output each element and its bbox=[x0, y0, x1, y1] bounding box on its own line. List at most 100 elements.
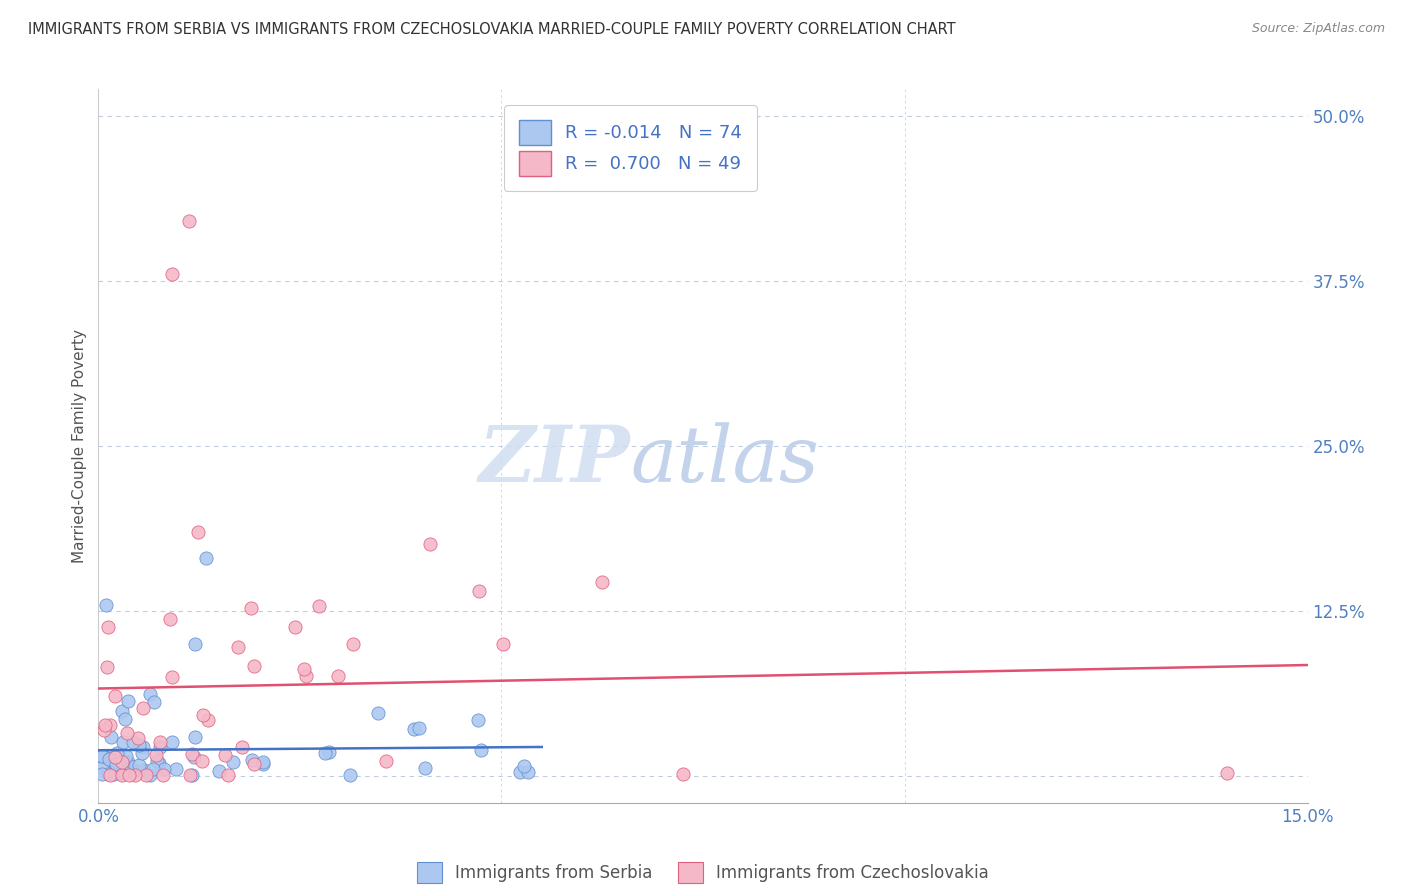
Point bbox=[149, 735, 172, 749]
Text: atlas: atlas bbox=[630, 422, 820, 499]
Point bbox=[509, 765, 531, 780]
Point bbox=[110, 765, 132, 780]
Point bbox=[118, 768, 141, 782]
Point bbox=[128, 739, 150, 753]
Point bbox=[367, 706, 389, 721]
Point bbox=[195, 551, 218, 566]
Point bbox=[110, 764, 132, 779]
Point bbox=[222, 755, 245, 769]
Point bbox=[339, 768, 361, 782]
Point bbox=[160, 267, 183, 281]
Point bbox=[105, 761, 128, 775]
Point bbox=[115, 748, 138, 763]
Point bbox=[108, 765, 131, 780]
Point bbox=[149, 740, 172, 755]
Point bbox=[672, 766, 695, 780]
Point bbox=[111, 704, 134, 718]
Point bbox=[160, 735, 183, 749]
Point bbox=[134, 764, 156, 778]
Y-axis label: Married-Couple Family Poverty: Married-Couple Family Poverty bbox=[72, 329, 87, 563]
Point bbox=[98, 718, 121, 732]
Point bbox=[342, 637, 364, 651]
Point bbox=[124, 764, 146, 779]
Point bbox=[308, 599, 330, 613]
Point bbox=[328, 668, 350, 682]
Point bbox=[111, 754, 134, 768]
Point bbox=[132, 740, 155, 755]
Point bbox=[112, 764, 135, 779]
Point bbox=[117, 694, 139, 708]
Point bbox=[97, 752, 120, 766]
Point bbox=[120, 761, 142, 775]
Point bbox=[135, 768, 157, 782]
Legend: Immigrants from Serbia, Immigrants from Czechoslovakia: Immigrants from Serbia, Immigrants from … bbox=[409, 854, 997, 891]
Point bbox=[231, 739, 253, 754]
Point bbox=[121, 735, 143, 749]
Point bbox=[104, 750, 127, 764]
Point bbox=[103, 767, 125, 781]
Point bbox=[96, 598, 118, 612]
Point bbox=[97, 620, 120, 634]
Point bbox=[470, 742, 492, 756]
Text: ZIP: ZIP bbox=[479, 422, 630, 499]
Point bbox=[91, 749, 114, 764]
Point bbox=[413, 761, 436, 775]
Point bbox=[117, 755, 139, 769]
Point bbox=[132, 701, 155, 715]
Point bbox=[145, 748, 167, 763]
Point bbox=[111, 764, 134, 779]
Point bbox=[318, 745, 340, 759]
Point bbox=[131, 746, 153, 760]
Point bbox=[128, 757, 150, 772]
Point bbox=[153, 762, 176, 776]
Point bbox=[124, 768, 146, 782]
Point bbox=[408, 721, 430, 735]
Point bbox=[375, 754, 398, 768]
Point bbox=[160, 670, 183, 684]
Point bbox=[104, 689, 127, 703]
Point bbox=[181, 747, 204, 761]
Point bbox=[402, 722, 425, 736]
Point bbox=[243, 658, 266, 673]
Point bbox=[217, 768, 239, 782]
Point bbox=[142, 762, 165, 776]
Point bbox=[516, 764, 538, 779]
Point bbox=[93, 749, 115, 764]
Point bbox=[115, 764, 138, 778]
Point bbox=[591, 575, 613, 590]
Point bbox=[292, 662, 315, 676]
Point bbox=[115, 726, 138, 740]
Point bbox=[112, 734, 135, 748]
Point bbox=[97, 767, 120, 781]
Point bbox=[105, 746, 128, 760]
Point bbox=[314, 746, 336, 760]
Point bbox=[180, 768, 202, 782]
Point bbox=[139, 687, 162, 701]
Point bbox=[114, 756, 136, 770]
Point bbox=[284, 620, 307, 634]
Text: IMMIGRANTS FROM SERBIA VS IMMIGRANTS FROM CZECHOSLOVAKIA MARRIED-COUPLE FAMILY P: IMMIGRANTS FROM SERBIA VS IMMIGRANTS FRO… bbox=[28, 22, 956, 37]
Point bbox=[492, 637, 515, 651]
Point bbox=[138, 768, 160, 782]
Point bbox=[165, 762, 187, 776]
Point bbox=[98, 752, 121, 766]
Point bbox=[252, 757, 274, 772]
Point bbox=[159, 612, 181, 626]
Point bbox=[179, 768, 201, 782]
Point bbox=[208, 764, 231, 778]
Point bbox=[111, 755, 134, 769]
Point bbox=[226, 640, 249, 654]
Point bbox=[197, 713, 219, 727]
Point bbox=[98, 768, 121, 782]
Point bbox=[252, 755, 274, 769]
Point bbox=[114, 712, 136, 726]
Point bbox=[91, 766, 114, 780]
Point bbox=[191, 754, 214, 768]
Point bbox=[108, 759, 131, 773]
Point bbox=[91, 749, 114, 764]
Point bbox=[184, 730, 207, 744]
Point bbox=[93, 718, 115, 732]
Point bbox=[184, 637, 207, 651]
Point bbox=[100, 754, 122, 768]
Text: Source: ZipAtlas.com: Source: ZipAtlas.com bbox=[1251, 22, 1385, 36]
